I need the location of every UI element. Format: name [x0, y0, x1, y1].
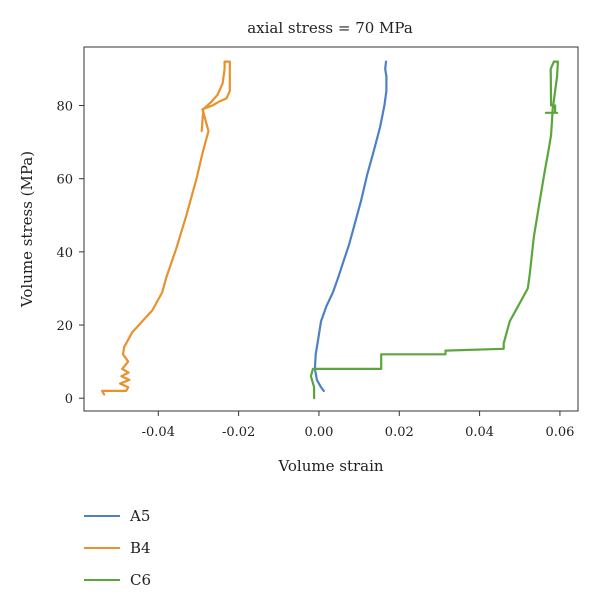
legend-label-c6: C6 [130, 571, 152, 589]
x-tick-label: 0.06 [545, 425, 574, 440]
y-tick-label: 80 [56, 100, 73, 115]
legend-item-b4: B4 [84, 532, 151, 564]
legend-label-a5: A5 [130, 507, 151, 525]
legend: A5 B4 C6 [84, 500, 151, 596]
legend-swatch-a5 [84, 515, 120, 517]
plot-frame [83, 46, 579, 412]
legend-label-b4: B4 [130, 539, 151, 557]
x-tick-label: 0.04 [465, 425, 494, 440]
series-layer [100, 60, 560, 400]
x-tick-label: 0.00 [304, 425, 333, 440]
x-axis-label: Volume strain [277, 457, 383, 475]
y-tick-label: 60 [56, 173, 73, 188]
legend-item-c6: C6 [84, 564, 151, 596]
y-axis-label: Volume stress (MPa) [18, 151, 36, 308]
y-tick-label: 40 [56, 246, 73, 261]
legend-swatch-b4 [84, 547, 120, 549]
x-axis: -0.04 -0.02 0.00 0.02 0.04 0.06 [142, 411, 574, 440]
series-line-b4 [100, 60, 231, 396]
y-tick-label: 0 [65, 392, 73, 407]
y-tick-label: 20 [56, 319, 73, 334]
x-tick-label: 0.02 [385, 425, 414, 440]
x-tick-label: -0.02 [222, 425, 255, 440]
chart-title: axial stress = 70 MPa [247, 19, 413, 37]
y-axis: 0 20 40 60 80 [56, 100, 84, 407]
x-tick-label: -0.04 [142, 425, 175, 440]
series-line-a5 [313, 60, 388, 392]
series-line-c6 [309, 60, 560, 400]
legend-swatch-c6 [84, 579, 120, 581]
legend-item-a5: A5 [84, 500, 151, 532]
